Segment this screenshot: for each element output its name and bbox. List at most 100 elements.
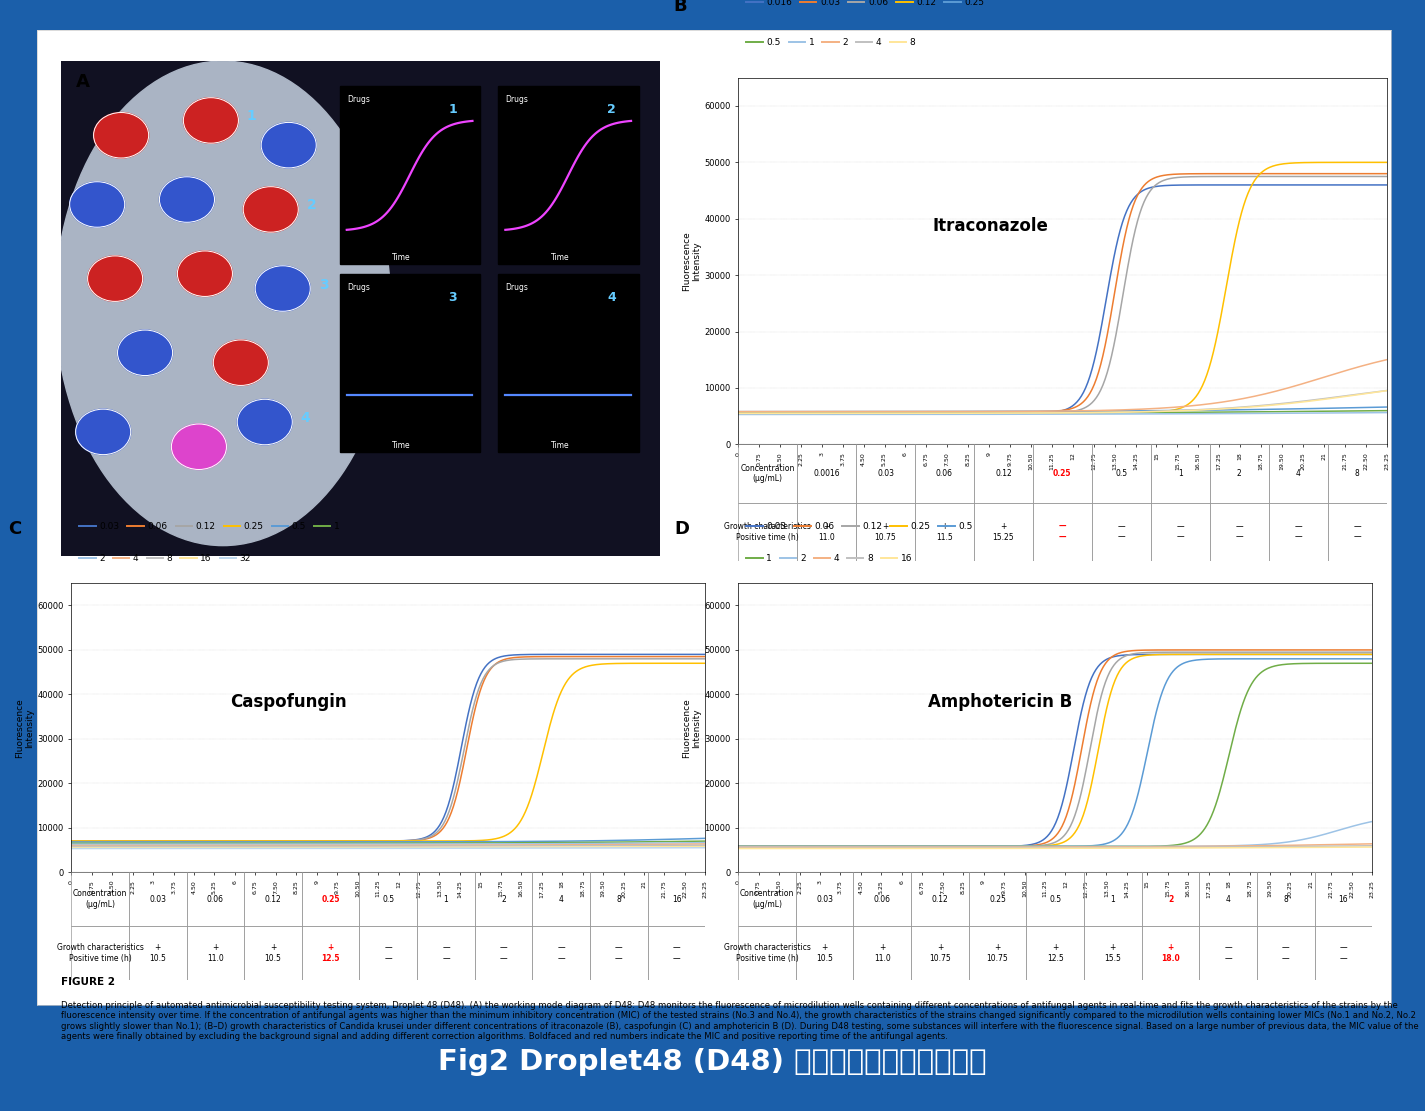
Text: 0.06: 0.06 — [874, 894, 891, 903]
Circle shape — [261, 122, 316, 168]
Text: Drugs: Drugs — [346, 94, 369, 103]
Text: 1: 1 — [247, 109, 256, 123]
Bar — [1200, 927, 1257, 980]
Text: Amphotericin B: Amphotericin B — [929, 693, 1073, 711]
Bar — [795, 927, 854, 980]
Bar — [915, 444, 973, 502]
Text: —
—: — — — [616, 943, 623, 962]
Text: 1: 1 — [1178, 469, 1183, 478]
Bar — [1141, 872, 1200, 927]
Circle shape — [184, 98, 238, 143]
Circle shape — [255, 266, 311, 311]
Text: 3: 3 — [449, 291, 457, 304]
Bar — [1315, 927, 1372, 980]
Bar — [1141, 927, 1200, 980]
Bar — [856, 444, 915, 502]
Legend: 0.5, 1, 2, 4, 8: 0.5, 1, 2, 4, 8 — [742, 34, 919, 51]
Text: 0.12: 0.12 — [932, 894, 948, 903]
Text: Time: Time — [392, 441, 410, 450]
Bar — [339, 273, 480, 452]
Bar — [1151, 502, 1210, 561]
Legend: 1, 2, 4, 8, 16: 1, 2, 4, 8, 16 — [742, 550, 916, 567]
Text: Time: Time — [392, 253, 410, 262]
Text: 2: 2 — [1237, 469, 1241, 478]
Text: —
—: — — — [1117, 522, 1126, 541]
Bar — [969, 872, 1026, 927]
Text: +
10.5: + 10.5 — [817, 943, 834, 962]
Bar — [475, 872, 533, 927]
Text: Concentration
(μg/mL): Concentration (μg/mL) — [740, 890, 794, 909]
Bar — [797, 444, 856, 502]
Bar — [1033, 444, 1092, 502]
Text: 3: 3 — [319, 278, 328, 291]
Bar — [499, 86, 638, 263]
Text: Detection principle of automated antimicrobial susceptibility testing system, Dr: Detection principle of automated antimic… — [61, 1001, 1419, 1041]
Circle shape — [117, 330, 172, 376]
Bar — [856, 502, 915, 561]
Bar — [1328, 444, 1387, 502]
Bar — [1257, 872, 1315, 927]
Bar — [1257, 927, 1315, 980]
Text: Growth characteristics
Positive time (h): Growth characteristics Positive time (h) — [724, 522, 811, 541]
Bar — [499, 273, 638, 452]
Text: 2: 2 — [502, 894, 506, 903]
Text: 0.0016: 0.0016 — [814, 469, 839, 478]
Text: 2: 2 — [306, 199, 316, 212]
Text: 0.5: 0.5 — [1116, 469, 1127, 478]
Text: 0.12: 0.12 — [265, 894, 281, 903]
Bar — [418, 872, 475, 927]
Text: A: A — [76, 73, 90, 91]
Text: 1: 1 — [1110, 894, 1116, 903]
Text: —
—: — — — [385, 943, 392, 962]
Bar — [915, 502, 973, 561]
Circle shape — [76, 409, 131, 454]
Text: —
—: — — — [1235, 522, 1243, 541]
Bar — [302, 927, 359, 980]
Text: 16: 16 — [1338, 894, 1348, 903]
Y-axis label: Fluorescence
Intensity: Fluorescence Intensity — [16, 698, 34, 758]
Bar — [187, 927, 244, 980]
Text: Growth characteristics
Positive time (h): Growth characteristics Positive time (h) — [57, 943, 144, 962]
Bar — [1268, 502, 1328, 561]
Text: 4: 4 — [1226, 894, 1231, 903]
Bar — [590, 872, 648, 927]
Text: —
—: — — — [1177, 522, 1184, 541]
Text: FIGURE 2: FIGURE 2 — [61, 977, 115, 987]
Bar — [738, 927, 795, 980]
Bar — [1210, 444, 1268, 502]
Bar — [339, 86, 480, 263]
Text: 2: 2 — [607, 103, 616, 116]
Text: Time: Time — [551, 253, 570, 262]
Bar — [854, 872, 911, 927]
Circle shape — [160, 177, 215, 222]
Bar — [128, 927, 187, 980]
Text: +
11.0: + 11.0 — [874, 943, 891, 962]
Text: 0.03: 0.03 — [817, 894, 834, 903]
Text: Time: Time — [551, 441, 570, 450]
Bar — [1268, 444, 1328, 502]
Bar — [1315, 872, 1372, 927]
Circle shape — [171, 424, 227, 470]
Bar — [973, 444, 1033, 502]
Bar — [797, 502, 856, 561]
Text: 0.03: 0.03 — [876, 469, 893, 478]
Text: —
—: — — — [1059, 522, 1066, 541]
Text: +
10.5: + 10.5 — [150, 943, 167, 962]
Bar — [359, 927, 418, 980]
Bar — [738, 872, 795, 927]
Text: —
—: — — — [1282, 943, 1290, 962]
Bar — [1210, 502, 1268, 561]
Text: +
11.0: + 11.0 — [818, 522, 835, 541]
Bar — [854, 927, 911, 980]
Bar — [1151, 444, 1210, 502]
Text: 0.5: 0.5 — [1049, 894, 1062, 903]
Bar — [71, 927, 128, 980]
Text: +
10.5: + 10.5 — [265, 943, 282, 962]
Text: —
—: — — — [557, 943, 566, 962]
Bar — [244, 872, 302, 927]
Bar — [1026, 927, 1084, 980]
Text: 0.06: 0.06 — [207, 894, 224, 903]
Text: +
10.75: + 10.75 — [986, 943, 1009, 962]
Bar — [590, 927, 648, 980]
Text: Drugs: Drugs — [506, 94, 529, 103]
